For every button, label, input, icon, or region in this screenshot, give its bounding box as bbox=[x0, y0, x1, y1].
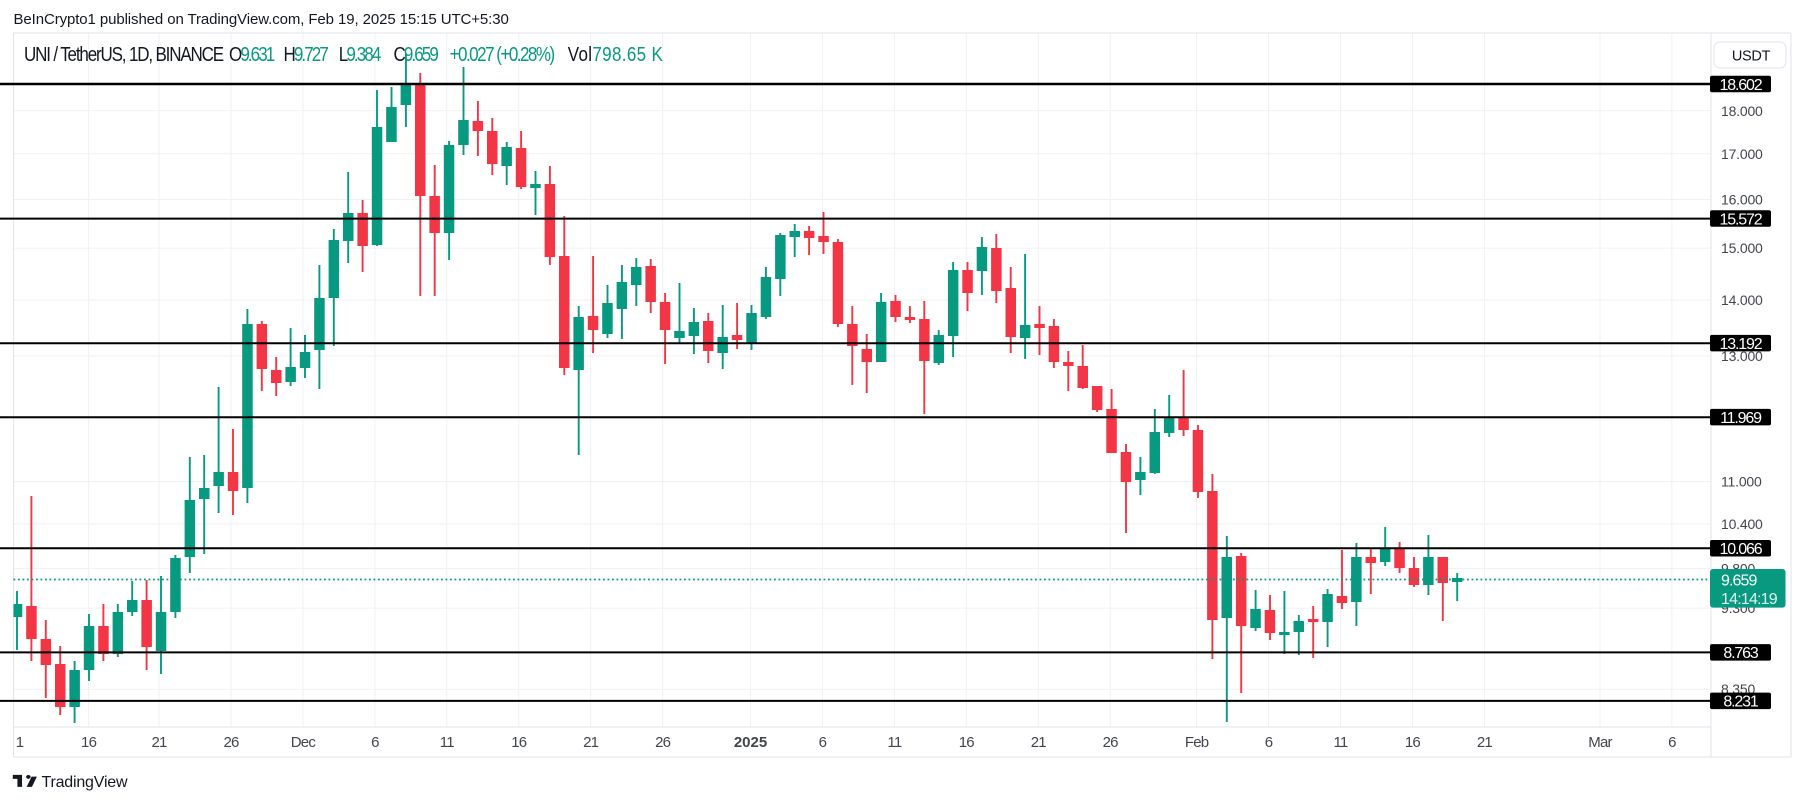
svg-text:6: 6 bbox=[371, 734, 379, 751]
svg-text:8.231: 8.231 bbox=[1723, 694, 1759, 711]
svg-text:21: 21 bbox=[151, 734, 167, 751]
svg-text:13.000: 13.000 bbox=[1721, 348, 1763, 364]
svg-text:H9.727: H9.727 bbox=[284, 43, 329, 66]
svg-text:2025: 2025 bbox=[734, 734, 767, 751]
svg-text:6: 6 bbox=[1265, 734, 1273, 751]
svg-text:16: 16 bbox=[959, 734, 975, 751]
svg-text:BeInCrypto1 published on Tradi: BeInCrypto1 published on TradingView.com… bbox=[14, 11, 509, 28]
svg-text:11: 11 bbox=[887, 734, 901, 751]
svg-text:TradingView: TradingView bbox=[42, 774, 128, 791]
svg-text:C9.659: C9.659 bbox=[394, 43, 439, 66]
svg-text:10.400: 10.400 bbox=[1721, 516, 1763, 532]
svg-text:11.969: 11.969 bbox=[1720, 410, 1762, 427]
svg-text:6: 6 bbox=[1668, 734, 1676, 751]
svg-text:+0.027 (+0.28%): +0.027 (+0.28%) bbox=[450, 43, 555, 66]
svg-text:11: 11 bbox=[1334, 734, 1348, 751]
svg-text:Mar: Mar bbox=[1588, 734, 1612, 751]
svg-text:26: 26 bbox=[223, 734, 239, 751]
svg-text:1: 1 bbox=[16, 734, 24, 751]
svg-text:26: 26 bbox=[655, 734, 671, 751]
svg-text:16: 16 bbox=[511, 734, 527, 751]
svg-text:18.000: 18.000 bbox=[1721, 103, 1763, 119]
svg-text:UNI / TetherUS, 1D, BINANCE: UNI / TetherUS, 1D, BINANCE bbox=[24, 43, 224, 66]
svg-text:8.763: 8.763 bbox=[1723, 645, 1759, 662]
svg-text:Feb: Feb bbox=[1185, 734, 1209, 751]
svg-text:9.659: 9.659 bbox=[1721, 573, 1758, 590]
svg-text:10.066: 10.066 bbox=[1719, 541, 1762, 558]
svg-text:26: 26 bbox=[1103, 734, 1119, 751]
svg-text:16: 16 bbox=[81, 734, 97, 751]
svg-text:O9.631: O9.631 bbox=[229, 43, 275, 66]
svg-text:21: 21 bbox=[1031, 734, 1047, 751]
svg-text:Dec: Dec bbox=[291, 734, 317, 751]
svg-text:11: 11 bbox=[440, 734, 454, 751]
svg-text:6: 6 bbox=[819, 734, 827, 751]
svg-text:18.602: 18.602 bbox=[1719, 77, 1762, 94]
svg-text:13.192: 13.192 bbox=[1719, 336, 1762, 353]
svg-text:21: 21 bbox=[583, 734, 599, 751]
svg-text:USDT: USDT bbox=[1732, 48, 1771, 64]
svg-text:17.000: 17.000 bbox=[1721, 146, 1763, 162]
svg-text:L9.384: L9.384 bbox=[339, 43, 381, 66]
svg-text:14.000: 14.000 bbox=[1721, 292, 1763, 308]
svg-text:16.000: 16.000 bbox=[1721, 192, 1763, 208]
svg-text:15.572: 15.572 bbox=[1719, 211, 1762, 228]
svg-text:Vol798.65 K: Vol798.65 K bbox=[568, 43, 664, 66]
svg-text:15.000: 15.000 bbox=[1721, 240, 1763, 256]
svg-text:16: 16 bbox=[1405, 734, 1421, 751]
svg-text:21: 21 bbox=[1477, 734, 1493, 751]
svg-text:14:14:19: 14:14:19 bbox=[1721, 591, 1778, 608]
svg-text:11.000: 11.000 bbox=[1721, 474, 1762, 490]
